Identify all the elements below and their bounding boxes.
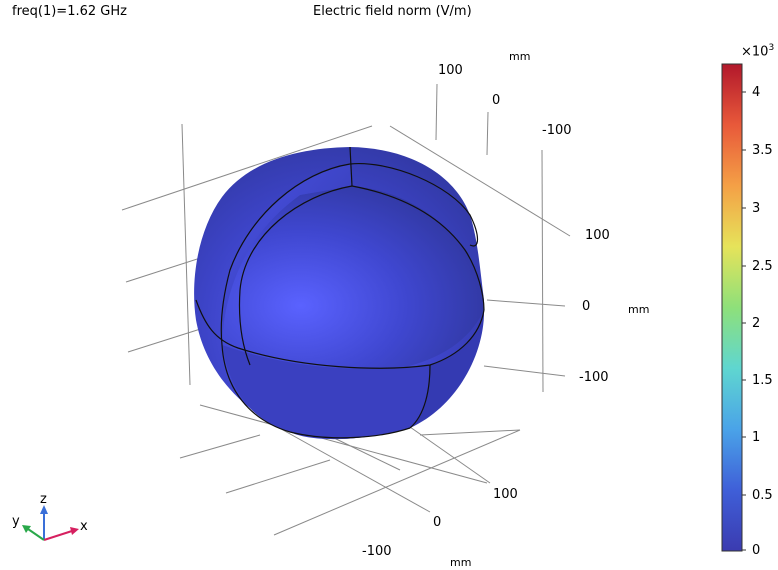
colorbar-multiplier-base: ×10 xyxy=(741,44,769,60)
right-tick-0: 0 xyxy=(582,299,591,314)
edge-line xyxy=(195,299,485,369)
grid-line xyxy=(541,149,544,393)
sphere-lower-front xyxy=(222,345,430,440)
top-axis-unit: mm xyxy=(509,50,531,63)
colorbar-tick: 3 xyxy=(752,201,761,216)
grid-line xyxy=(483,365,566,377)
grid-line xyxy=(329,435,401,471)
colorbar-tick: 1.5 xyxy=(752,373,773,388)
sphere-edge-lines xyxy=(195,146,485,439)
grid-line xyxy=(419,429,521,436)
edge-line xyxy=(349,146,353,187)
edge-line xyxy=(221,344,411,439)
top-tick-0: 0 xyxy=(492,93,501,108)
colorbar xyxy=(721,63,743,552)
colorbar-tick: 0.5 xyxy=(752,488,773,503)
triad-x-label: x xyxy=(80,519,88,534)
top-tick-neg100: -100 xyxy=(542,123,572,138)
grid-line xyxy=(121,125,373,211)
sphere-surface xyxy=(194,147,485,440)
axis-triad xyxy=(22,505,79,541)
colorbar-tick: 0 xyxy=(752,543,761,558)
z-arrowhead xyxy=(40,505,48,514)
bottom-tick-0: 0 xyxy=(433,515,442,530)
bottom-tick-100: 100 xyxy=(493,487,518,502)
bottom-axis-unit: mm xyxy=(450,556,472,569)
edge-line xyxy=(238,185,353,366)
y-axis-arrow xyxy=(27,528,45,541)
grid-line xyxy=(181,123,191,386)
triad-z-label: z xyxy=(40,492,47,507)
colorbar-tick: 2 xyxy=(752,316,761,331)
grid-line xyxy=(435,83,438,141)
edge-line xyxy=(349,162,479,247)
grid-line xyxy=(225,459,331,494)
grid-line xyxy=(486,299,566,307)
colorbar-tick: 3.5 xyxy=(752,143,773,158)
x-arrowhead xyxy=(70,527,79,535)
frequency-label: freq(1)=1.62 GHz xyxy=(12,4,127,19)
x-axis-arrow xyxy=(43,530,73,541)
sphere-right-lower xyxy=(410,310,485,428)
grid-line xyxy=(264,419,431,513)
plot-title: Electric field norm (V/m) xyxy=(313,4,472,19)
colorbar-tick: 2.5 xyxy=(752,259,773,274)
colorbar-tick: 4 xyxy=(752,85,761,100)
y-arrowhead xyxy=(22,525,31,533)
right-tick-neg100: -100 xyxy=(579,370,609,385)
bottom-tick-neg100: -100 xyxy=(362,544,392,559)
right-axis-unit: mm xyxy=(628,303,650,316)
top-tick-100: 100 xyxy=(438,63,463,78)
grid-line xyxy=(199,404,488,484)
edge-line xyxy=(220,163,351,346)
edge-line xyxy=(351,185,485,311)
colorbar-multiplier-exponent: 3 xyxy=(768,43,775,53)
right-tick-100: 100 xyxy=(585,228,610,243)
triad-y-label: y xyxy=(12,514,20,529)
grid-line xyxy=(486,111,489,156)
grid-line xyxy=(399,419,491,484)
colorbar-multiplier: ×103 xyxy=(741,41,774,59)
grid-line xyxy=(273,429,521,536)
sphere-cut-inner-face xyxy=(222,186,484,371)
sphere-cut-wall xyxy=(221,164,352,345)
grid-line xyxy=(179,434,261,459)
grid-line xyxy=(389,125,571,237)
colorbar-tick-marks xyxy=(742,91,746,551)
colorbar-tick: 1 xyxy=(752,430,761,445)
edge-line xyxy=(409,364,431,429)
